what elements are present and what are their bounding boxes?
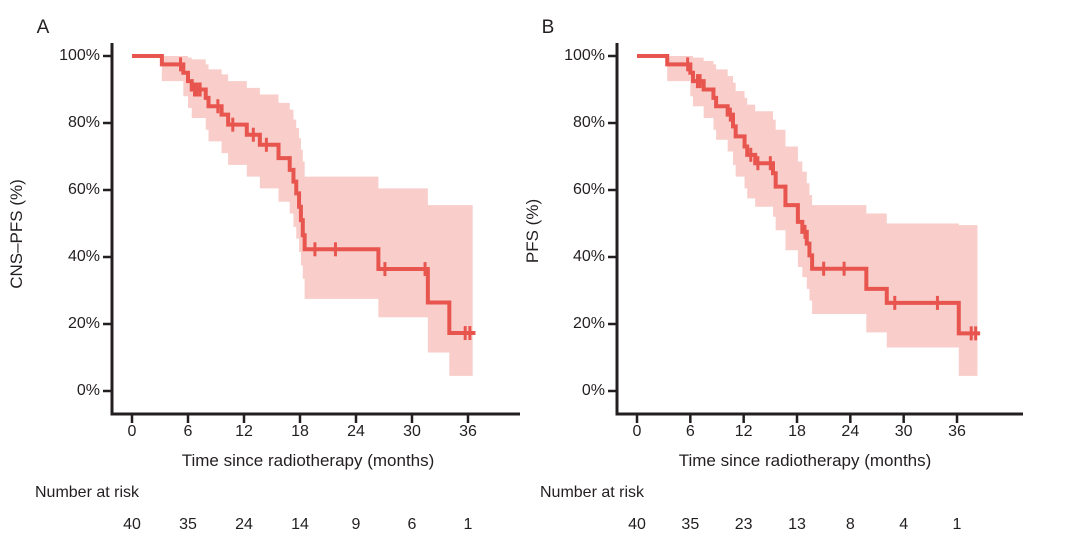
censor-marks-b bbox=[686, 57, 978, 341]
x-tick-label-a: 12 bbox=[235, 423, 253, 440]
km-curve-a bbox=[132, 54, 476, 336]
risk-table-title-b: Number at risk bbox=[540, 484, 645, 501]
km-curve-b bbox=[637, 54, 981, 336]
panel-b-label: B bbox=[541, 17, 555, 38]
tick-marks-b bbox=[608, 54, 959, 423]
axes-b bbox=[615, 43, 1023, 416]
risk-count-b: 4 bbox=[899, 516, 909, 533]
confidence-band-b bbox=[667, 56, 978, 376]
risk-count-b: 8 bbox=[845, 516, 855, 533]
censor-marks-a bbox=[179, 57, 472, 341]
x-tick-label-b: 24 bbox=[841, 423, 860, 440]
x-tick-label-b: 30 bbox=[894, 423, 913, 440]
y-tick-label-a: 60% bbox=[67, 181, 100, 198]
x-axis-title-a: Time since radiotherapy (months) bbox=[181, 451, 435, 470]
x-tick-label-a: 6 bbox=[183, 423, 193, 440]
x-tick-label-b: 0 bbox=[632, 423, 642, 440]
risk-count-b: 1 bbox=[952, 516, 962, 533]
risk-count-b: 13 bbox=[788, 516, 806, 533]
axes-a bbox=[110, 43, 520, 416]
y-tick-label-a: 20% bbox=[67, 315, 100, 332]
x-tick-label-a: 0 bbox=[127, 423, 137, 440]
risk-count-a: 24 bbox=[235, 516, 253, 533]
y-tick-label-b: 0% bbox=[581, 382, 605, 399]
risk-count-b: 23 bbox=[734, 516, 753, 533]
risk-table-title-a: Number at risk bbox=[35, 484, 140, 501]
y-tick-label-a: 80% bbox=[67, 114, 100, 131]
y-tick-label-a: 100% bbox=[59, 47, 100, 64]
risk-count-a: 1 bbox=[463, 516, 473, 533]
y-tick-label-a: 0% bbox=[76, 382, 100, 399]
y-tick-label-b: 20% bbox=[572, 315, 605, 332]
risk-count-a: 9 bbox=[351, 516, 361, 533]
x-tick-label-a: 18 bbox=[291, 423, 309, 440]
confidence-band-a bbox=[161, 56, 473, 376]
risk-count-a: 35 bbox=[179, 516, 197, 533]
risk-count-a: 14 bbox=[291, 516, 309, 533]
x-tick-label-a: 36 bbox=[459, 423, 477, 440]
risk-count-a: 40 bbox=[123, 516, 141, 533]
x-tick-label-b: 36 bbox=[948, 423, 966, 440]
y-tick-label-b: 40% bbox=[572, 248, 605, 265]
risk-count-b: 35 bbox=[681, 516, 700, 533]
x-tick-label-b: 6 bbox=[685, 423, 695, 440]
panel-a-label: A bbox=[36, 17, 50, 38]
y-tick-label-b: 80% bbox=[572, 114, 605, 131]
x-tick-label-a: 24 bbox=[347, 423, 365, 440]
x-tick-label-b: 12 bbox=[734, 423, 753, 440]
risk-count-a: 6 bbox=[407, 516, 417, 533]
y-tick-label-a: 40% bbox=[67, 248, 100, 265]
y-axis-title-b: PFS (%) bbox=[523, 198, 542, 264]
tick-marks-a bbox=[103, 54, 470, 423]
y-tick-label-b: 100% bbox=[564, 47, 605, 64]
y-tick-label-b: 60% bbox=[572, 181, 605, 198]
x-tick-label-b: 18 bbox=[788, 423, 806, 440]
x-tick-label-a: 30 bbox=[403, 423, 421, 440]
y-axis-title-a: CNS–PFS (%) bbox=[7, 179, 26, 289]
risk-count-b: 40 bbox=[628, 516, 646, 533]
x-axis-title-b: Time since radiotherapy (months) bbox=[678, 451, 932, 470]
